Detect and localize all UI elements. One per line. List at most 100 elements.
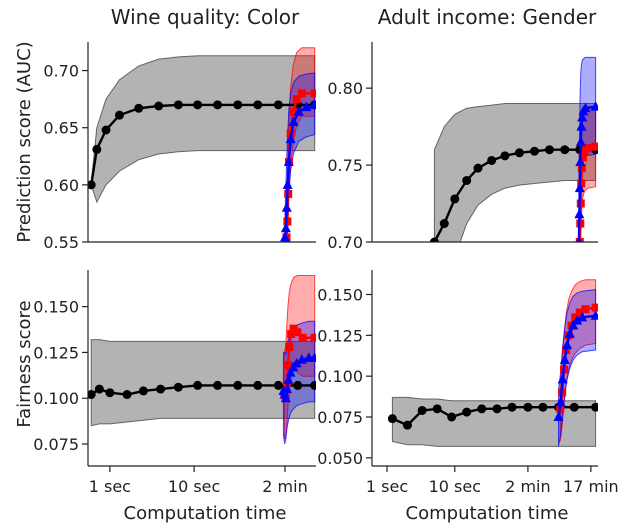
chart-wine-auc: 0.55 0.60 0.65 0.70 [43,42,316,252]
y-tick-label: 0.100 [317,367,363,386]
marker-black-adult-fair [492,404,502,414]
marker-black-wine-fair [173,382,183,392]
marker-red-adult-fair [571,313,580,322]
marker-black-wine-fair [310,380,316,390]
marker-black-wine-auc [101,125,111,135]
band-black-adult-fair [391,396,597,447]
marker-red-wine-auc [292,95,301,104]
y-tick-label: 0.70 [327,233,363,252]
marker-blue-adult-auc [574,208,585,219]
marker-black-wine-auc [88,180,96,190]
marker-red-wine-fair [285,342,294,351]
marker-black-adult-auc [473,163,483,173]
x-tick-label: 17 min [563,477,619,496]
marker-red-adult-auc [591,142,598,151]
marker-red-adult-fair [581,305,590,314]
marker-black-adult-fair [507,402,517,412]
marker-black-adult-fair [402,420,412,430]
marker-blue-adult-auc [574,182,585,193]
marker-blue-wine-fair [291,357,302,368]
marker-blue-adult-auc [577,111,588,122]
marker-red-adult-fair [591,303,598,312]
chart-adult-auc: 0.70 0.75 0.80 [327,42,598,252]
right-column-title: Adult income: Gender [378,5,597,29]
x-tick-label: 2 min [262,477,307,496]
marker-black-wine-fair [94,384,104,394]
marker-black-wine-auc [173,100,183,110]
marker-black-wine-auc [193,100,203,110]
marker-black-wine-auc [213,100,223,110]
marker-red-wine-fair [287,330,296,339]
marker-blue-wine-auc [283,156,294,166]
marker-red-adult-auc [583,144,592,153]
y-tick-label: 0.60 [43,176,79,195]
top-row-y-axis-label: Prediction score (AUC) [14,41,35,242]
marker-blue-wine-fair [280,392,291,403]
marker-black-wine-fair [273,380,283,390]
x-tick-label: 1 sec [366,477,408,496]
marker-blue-wine-auc [280,231,291,242]
marker-black-wine-auc [154,101,164,111]
marker-blue-adult-fair [562,339,573,350]
chart-wine-fair: 0.075 0.100 0.125 0.150 1 sec 10 sec 2 min [33,270,316,496]
y-tick-label: 0.80 [327,79,363,98]
marker-red-adult-auc [576,199,585,208]
marker-black-adult-fair [417,405,427,415]
plot-area [88,275,316,445]
marker-black-adult-fair [432,404,442,414]
marker-blue-wine-auc [280,222,291,233]
marker-blue-adult-fair [568,320,579,330]
marker-black-adult-fair [387,414,397,424]
marker-blue-adult-auc [590,101,598,111]
marker-black-wine-fair [138,386,148,396]
band-black-wine-fair [90,339,316,427]
marker-blue-adult-fair [555,396,566,407]
left-x-axis-label: Computation time [124,503,287,524]
marker-black-wine-fair [105,388,115,398]
marker-blue-adult-fair [577,311,588,322]
marker-black-adult-auc [429,237,439,242]
marker-black-adult-auc [500,151,510,161]
band-black-wine-auc [90,55,316,204]
marker-blue-wine-auc [301,101,312,112]
marker-black-wine-fair [193,380,203,390]
y-tick-label: 0.55 [43,233,79,252]
marker-red-wine-auc [297,89,306,98]
marker-black-adult-auc [514,148,524,158]
y-tick-label: 0.70 [43,62,79,81]
marker-black-adult-fair [462,407,472,417]
marker-black-adult-fair [591,402,598,412]
marker-black-wine-auc [273,100,283,110]
marker-black-adult-auc [450,194,460,204]
y-tick-label: 0.100 [33,389,79,408]
marker-blue-wine-auc [293,106,304,116]
marker-blue-wine-fair [282,383,293,394]
x-tick-label: 10 sec [168,477,220,496]
y-tick-label: 0.050 [317,449,363,468]
marker-black-wine-fair [233,380,243,390]
marker-blue-adult-auc [576,121,587,131]
marker-blue-wine-auc [288,116,299,126]
x-tick-label: 2 min [505,477,550,496]
marker-black-adult-fair [538,402,548,412]
marker-red-adult-fair [575,308,584,317]
marker-red-wine-fair [310,333,316,342]
y-tick-label: 0.65 [43,119,79,138]
x-tick-label: 10 sec [429,477,481,496]
marker-blue-adult-auc [575,136,586,146]
y-tick-label: 0.150 [33,298,79,317]
y-tick-label: 0.125 [33,343,79,362]
marker-blue-adult-fair [557,373,568,384]
marker-black-wine-fair [253,380,263,390]
marker-blue-adult-fair [553,411,564,421]
marker-black-adult-fair [569,402,579,412]
marker-black-wine-auc [92,144,102,154]
marker-blue-wine-auc [282,179,293,189]
marker-blue-wine-fair [283,374,294,384]
bottom-row-y-axis-label: Fairness score [14,300,35,427]
chart-adult-fair: 0.050 0.075 0.100 0.125 0.150 1 sec 10 sec 2 mi… [317,270,619,496]
marker-blue-adult-fair [572,315,583,325]
marker-black-wine-auc [134,103,144,113]
y-tick-label: 0.150 [317,286,363,305]
